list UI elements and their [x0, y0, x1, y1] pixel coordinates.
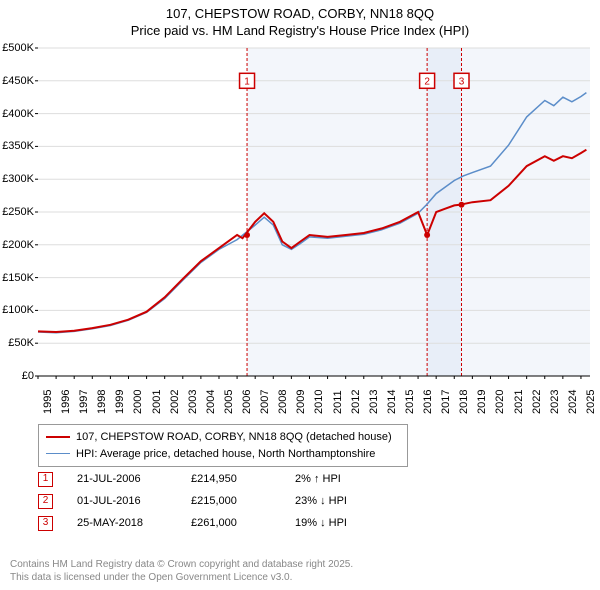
y-tick-label: £500K: [2, 42, 34, 54]
data-point-delta: 2% ↑ HPI: [295, 473, 385, 485]
x-tick-label: 2006: [241, 390, 253, 414]
data-point-marker: 2: [38, 494, 53, 509]
x-tick-label: 2005: [223, 390, 235, 414]
data-point-delta: 19% ↓ HPI: [295, 517, 385, 529]
svg-text:2: 2: [424, 76, 430, 87]
x-tick-label: 2010: [313, 390, 325, 414]
legend-row: 107, CHEPSTOW ROAD, CORBY, NN18 8QQ (det…: [46, 429, 400, 446]
x-tick-label: 2022: [531, 390, 543, 414]
data-point-price: £215,000: [191, 495, 271, 507]
x-tick-label: 2025: [585, 390, 597, 414]
x-tick-label: 1998: [96, 390, 108, 414]
x-tick-label: 2016: [422, 390, 434, 414]
legend: 107, CHEPSTOW ROAD, CORBY, NN18 8QQ (det…: [38, 424, 408, 467]
x-tick-label: 1997: [78, 390, 90, 414]
data-point-date: 21-JUL-2006: [77, 473, 167, 485]
x-tick-label: 1996: [60, 390, 72, 414]
x-tick-label: 2003: [187, 390, 199, 414]
data-point-marker: 1: [38, 472, 53, 487]
data-point-delta: 23% ↓ HPI: [295, 495, 385, 507]
data-point-row: 2 01-JUL-2016 £215,000 23% ↓ HPI: [38, 490, 385, 512]
y-tick-label: £350K: [2, 140, 34, 152]
x-tick-label: 2024: [567, 390, 579, 414]
svg-text:3: 3: [459, 76, 465, 87]
x-tick-label: 2015: [404, 390, 416, 414]
data-point-date: 01-JUL-2016: [77, 495, 167, 507]
chart-container: 107, CHEPSTOW ROAD, CORBY, NN18 8QQ Pric…: [0, 0, 600, 590]
data-point-row: 3 25-MAY-2018 £261,000 19% ↓ HPI: [38, 512, 385, 534]
x-tick-label: 2020: [494, 390, 506, 414]
x-tick-label: 2014: [386, 390, 398, 414]
footer: Contains HM Land Registry data © Crown c…: [10, 558, 353, 584]
x-tick-label: 2011: [332, 390, 344, 414]
x-tick-label: 2007: [259, 390, 271, 414]
chart-svg: 1 2 3: [38, 48, 590, 376]
x-tick-label: 2001: [151, 390, 163, 414]
x-tick-label: 2013: [368, 390, 380, 414]
x-tick-label: 2017: [440, 390, 452, 414]
y-tick-label: £150K: [2, 272, 34, 284]
x-tick-label: 2012: [350, 390, 362, 414]
x-tick-label: 2019: [476, 390, 488, 414]
y-axis-labels: £0£50K£100K£150K£200K£250K£300K£350K£400…: [0, 48, 38, 376]
x-tick-label: 2021: [513, 390, 525, 414]
data-point-marker: 3: [38, 516, 53, 531]
x-tick-label: 2000: [132, 390, 144, 414]
legend-swatch: [46, 453, 70, 454]
title-line-2: Price paid vs. HM Land Registry's House …: [0, 23, 600, 40]
y-tick-label: £0: [22, 370, 34, 382]
x-tick-label: 1999: [114, 390, 126, 414]
data-point-price: £214,950: [191, 473, 271, 485]
y-tick-label: £200K: [2, 239, 34, 251]
svg-text:1: 1: [244, 76, 250, 87]
x-tick-label: 2009: [295, 390, 307, 414]
x-axis-labels: 1995 1996 1997 1998 1999 2000 2001 2002 2003 2004…: [38, 378, 590, 422]
legend-label: HPI: Average price, detached house, Nort…: [76, 446, 375, 463]
legend-row: HPI: Average price, detached house, Nort…: [46, 446, 400, 463]
y-tick-label: £300K: [2, 173, 34, 185]
y-tick-label: £250K: [2, 206, 34, 218]
footer-line-1: Contains HM Land Registry data © Crown c…: [10, 558, 353, 571]
x-tick-label: 2023: [549, 390, 561, 414]
legend-label: 107, CHEPSTOW ROAD, CORBY, NN18 8QQ (det…: [76, 429, 392, 446]
y-tick-label: £50K: [8, 337, 34, 349]
x-tick-label: 1995: [42, 390, 54, 414]
y-tick-label: £400K: [2, 108, 34, 120]
x-tick-label: 2004: [205, 390, 217, 414]
y-tick-label: £100K: [2, 304, 34, 316]
legend-swatch: [46, 436, 70, 438]
data-point-date: 25-MAY-2018: [77, 517, 167, 529]
y-tick-label: £450K: [2, 75, 34, 87]
title-block: 107, CHEPSTOW ROAD, CORBY, NN18 8QQ Pric…: [0, 0, 600, 40]
data-point-row: 1 21-JUL-2006 £214,950 2% ↑ HPI: [38, 468, 385, 490]
x-tick-label: 2002: [169, 390, 181, 414]
chart-plot-area: 1 2 3: [38, 48, 590, 376]
title-line-1: 107, CHEPSTOW ROAD, CORBY, NN18 8QQ: [0, 6, 600, 23]
data-points-table: 1 21-JUL-2006 £214,950 2% ↑ HPI 2 01-JUL-2016…: [38, 468, 385, 534]
x-tick-label: 2018: [458, 390, 470, 414]
data-point-price: £261,000: [191, 517, 271, 529]
x-tick-label: 2008: [277, 390, 289, 414]
footer-line-2: This data is licensed under the Open Gov…: [10, 571, 353, 584]
